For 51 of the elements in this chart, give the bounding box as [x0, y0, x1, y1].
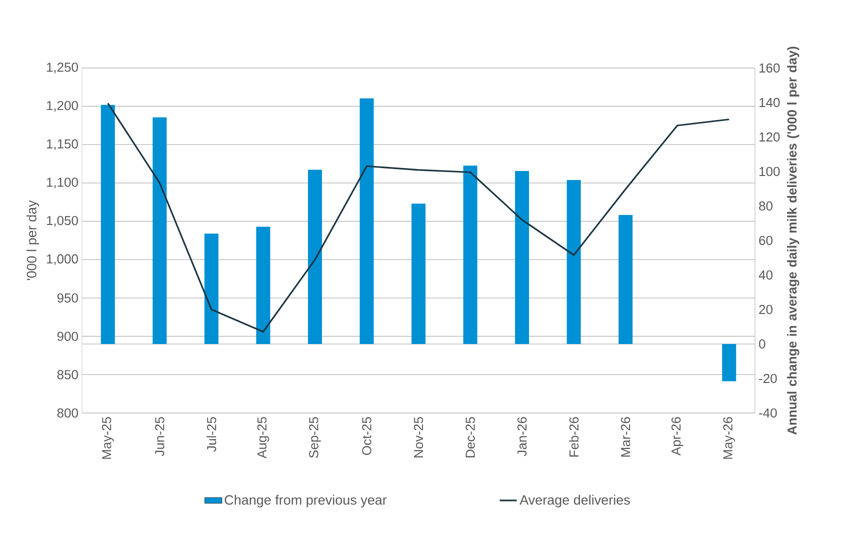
x-tick-label: Jun-25 — [155, 417, 164, 456]
x-tick-label: Jan-26 — [517, 417, 527, 456]
bar — [204, 234, 218, 344]
y2-tick-label: 40 — [758, 270, 772, 280]
bar — [722, 344, 736, 382]
y-tick-label: 800 — [57, 408, 78, 418]
y2-axis-title: Annual change in average daily milk deliveries ('000 l per day) — [787, 46, 800, 435]
bar — [152, 117, 167, 344]
y2-tick-label: 80 — [759, 201, 772, 211]
bar — [618, 214, 633, 344]
y-tick-label: 1,000 — [46, 254, 78, 266]
x-tick-label: Oct-25 — [362, 417, 372, 455]
y2-tick-label: 140 — [760, 98, 780, 108]
bar — [463, 166, 478, 344]
y-tick-label: 1,050 — [46, 216, 78, 227]
bar — [412, 204, 426, 344]
y-tick-label: 1,100 — [46, 178, 78, 188]
y-tick-label: 900 — [57, 332, 78, 341]
x-tick-label: Feb-26 — [569, 417, 579, 457]
bar — [100, 104, 115, 344]
y2-tick-label: -20 — [759, 374, 777, 384]
bar — [256, 226, 270, 344]
y2-tick-label: 100 — [760, 166, 780, 176]
y-tick-label: 1,200 — [46, 100, 78, 112]
y2-tick-label: 160 — [760, 63, 780, 73]
x-tick-label: May-25 — [102, 417, 114, 459]
x-tick-label: Mar-26 — [620, 417, 630, 457]
x-tick-label: Nov-25 — [414, 417, 424, 458]
y2-tick-label: -40 — [759, 408, 777, 418]
legend-label: Average deliveries — [520, 494, 630, 508]
x-tick-label: Aug-25 — [257, 417, 270, 458]
y2-tick-label: 60 — [759, 236, 772, 246]
y-tick-label: 1,150 — [46, 139, 78, 150]
y-tick-label: 850 — [57, 370, 78, 380]
y2-tick-label: 0 — [759, 339, 766, 349]
bar — [308, 170, 322, 344]
y2-tick-label: 20 — [759, 304, 772, 314]
x-tick-label: Sep-25 — [309, 417, 321, 458]
x-tick-label: Jul-25 — [206, 417, 216, 452]
x-tick-label: Dec-25 — [466, 417, 475, 458]
bar — [360, 98, 374, 344]
legend-label: Change from previous year — [224, 494, 387, 508]
y2-tick-label: 120 — [760, 132, 780, 142]
x-tick-label: May-26 — [723, 417, 735, 459]
line-series — [107, 102, 730, 333]
y-tick-label: 950 — [57, 293, 78, 303]
x-tick-label: Apr-26 — [671, 417, 684, 456]
bar — [515, 170, 530, 344]
bar — [566, 180, 581, 344]
y-tick-label: 1,250 — [46, 62, 78, 74]
y-axis-title: '000 l per day — [26, 200, 40, 280]
